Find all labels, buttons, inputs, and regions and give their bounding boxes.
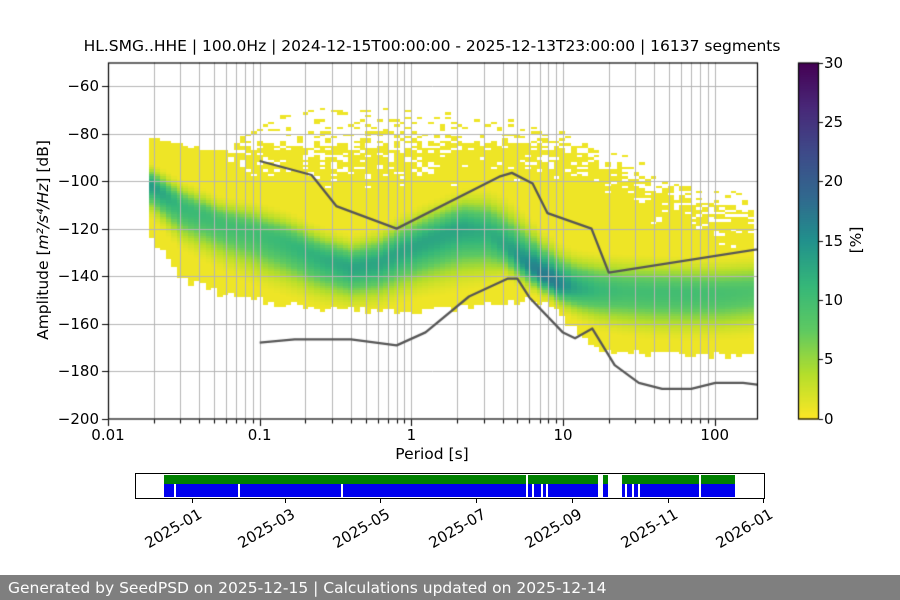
colorbar-tick-label: 20 bbox=[824, 172, 844, 191]
availability-blue-segment bbox=[640, 484, 699, 497]
colorbar-tick-label: 5 bbox=[824, 350, 834, 369]
availability-green-segment bbox=[603, 475, 608, 484]
availability-green-segment bbox=[622, 475, 699, 484]
timeline-month-label: 2025-05 bbox=[329, 505, 393, 552]
y-tick-label: −180 bbox=[57, 362, 99, 381]
colorbar-tick-label: 10 bbox=[824, 290, 844, 309]
y-tick-label: −140 bbox=[57, 267, 99, 286]
timeline-tick bbox=[476, 499, 478, 503]
y-tick-label: −200 bbox=[57, 409, 99, 428]
y-tick-label: −160 bbox=[57, 314, 99, 333]
colorbar-tick-label: 25 bbox=[824, 112, 844, 131]
availability-blue-segment bbox=[701, 484, 735, 497]
x-tick-label: 100 bbox=[700, 426, 730, 444]
availability-blue-segment bbox=[622, 484, 625, 497]
timeline-tick bbox=[285, 499, 287, 503]
availability-blue-segment bbox=[534, 484, 541, 497]
availability-blue-segment bbox=[240, 484, 341, 497]
y-tick-label: −60 bbox=[67, 77, 99, 96]
availability-blue-segment bbox=[627, 484, 632, 497]
y-axis-label-suffix: ] [dB] bbox=[34, 140, 52, 184]
ppsd-heatmap-canvas bbox=[0, 0, 900, 470]
availability-timeline bbox=[135, 473, 765, 499]
availability-green-segment bbox=[164, 475, 526, 484]
x-tick-label: 10 bbox=[553, 426, 573, 444]
x-tick-label: 1 bbox=[406, 426, 417, 444]
timeline-month-label: 2025-07 bbox=[425, 505, 489, 552]
availability-blue-segment bbox=[603, 484, 608, 497]
availability-blue-segment bbox=[548, 484, 598, 497]
x-axis-label: Period [s] bbox=[395, 445, 469, 463]
footer-text: Generated by SeedPSD on 2025-12-15 | Cal… bbox=[8, 578, 607, 597]
availability-blue-segment bbox=[543, 484, 546, 497]
colorbar-unit-label: [%] bbox=[847, 226, 865, 254]
timeline-month-label: 2025-01 bbox=[141, 505, 205, 552]
x-tick-label: 0.1 bbox=[247, 426, 272, 444]
y-axis-label-units: m²/s⁴/Hz bbox=[34, 183, 52, 250]
timeline-tick bbox=[668, 499, 670, 503]
x-tick-label: 0.01 bbox=[91, 426, 125, 444]
availability-blue-segment bbox=[164, 484, 174, 497]
y-tick-label: −100 bbox=[57, 172, 99, 191]
timeline-month-label: 2025-09 bbox=[521, 505, 585, 552]
colorbar-tick-label: 30 bbox=[824, 53, 844, 72]
timeline-month-label: 2025-11 bbox=[617, 505, 681, 552]
timeline-month-label: 2025-03 bbox=[234, 505, 298, 552]
y-axis-label: Amplitude [m²/s⁴/Hz] [dB] bbox=[34, 140, 52, 340]
availability-blue-segment bbox=[343, 484, 526, 497]
timeline-month-label: 2026-01 bbox=[712, 505, 776, 552]
timeline-tick bbox=[380, 499, 382, 503]
availability-blue-segment bbox=[528, 484, 532, 497]
timeline-tick bbox=[572, 499, 574, 503]
availability-blue-segment bbox=[634, 484, 638, 497]
footer-bar: Generated by SeedPSD on 2025-12-15 | Cal… bbox=[0, 575, 900, 600]
timeline-tick bbox=[763, 499, 765, 503]
y-tick-label: −120 bbox=[57, 219, 99, 238]
plot-title: HL.SMG..HHE | 100.0Hz | 2024-12-15T00:00… bbox=[83, 37, 781, 55]
colorbar-tick-label: 0 bbox=[824, 409, 834, 428]
y-axis-label-prefix: Amplitude [ bbox=[34, 249, 52, 340]
y-tick-label: −80 bbox=[67, 124, 99, 143]
availability-green-segment bbox=[528, 475, 598, 484]
availability-blue-segment bbox=[176, 484, 238, 497]
availability-green-segment bbox=[701, 475, 735, 484]
colorbar-tick-label: 15 bbox=[824, 231, 844, 250]
timeline-tick bbox=[192, 499, 194, 503]
